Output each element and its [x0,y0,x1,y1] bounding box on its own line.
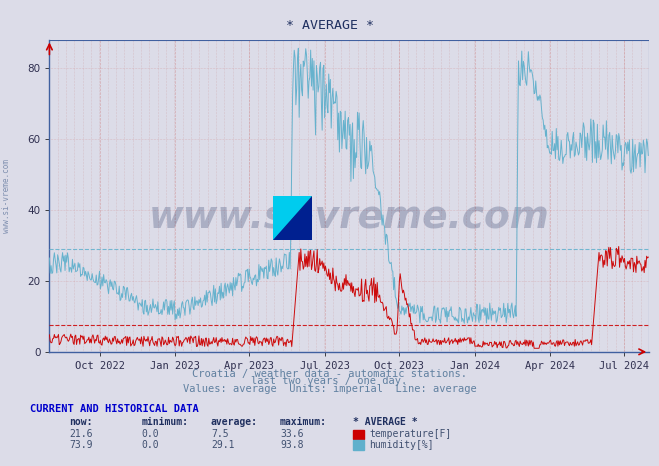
Text: www.si-vreme.com: www.si-vreme.com [2,159,11,233]
Text: humidity[%]: humidity[%] [369,440,434,450]
Text: 7.5: 7.5 [211,429,229,439]
Polygon shape [273,196,312,240]
Text: 29.1: 29.1 [211,440,235,450]
Text: temperature[F]: temperature[F] [369,429,451,439]
Text: 0.0: 0.0 [142,440,159,450]
Text: 33.6: 33.6 [280,429,304,439]
Text: 21.6: 21.6 [69,429,93,439]
Text: www.si-vreme.com: www.si-vreme.com [149,199,550,236]
Text: Values: average  Units: imperial  Line: average: Values: average Units: imperial Line: av… [183,384,476,394]
Text: now:: now: [69,417,93,427]
Text: * AVERAGE *: * AVERAGE * [285,19,374,32]
Text: CURRENT AND HISTORICAL DATA: CURRENT AND HISTORICAL DATA [30,404,198,414]
Text: 73.9: 73.9 [69,440,93,450]
Polygon shape [273,196,312,240]
Text: average:: average: [211,417,258,427]
Text: maximum:: maximum: [280,417,327,427]
Text: 93.8: 93.8 [280,440,304,450]
Text: minimum:: minimum: [142,417,188,427]
Text: 0.0: 0.0 [142,429,159,439]
Text: Croatia / weather data - automatic stations.: Croatia / weather data - automatic stati… [192,369,467,379]
Text: * AVERAGE *: * AVERAGE * [353,417,417,427]
Text: last two years / one day.: last two years / one day. [251,376,408,386]
